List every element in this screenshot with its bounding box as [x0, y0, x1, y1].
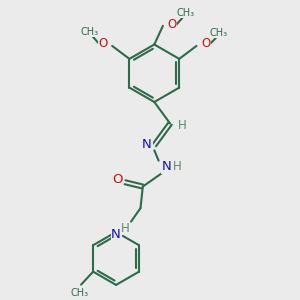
Text: N: N: [162, 160, 172, 173]
Text: O: O: [98, 37, 108, 50]
Text: N: N: [142, 138, 152, 151]
Text: CH₃: CH₃: [81, 26, 99, 37]
Text: CH₃: CH₃: [210, 28, 228, 38]
Text: O: O: [167, 18, 177, 31]
Text: H: H: [178, 118, 187, 131]
Text: N: N: [111, 227, 121, 241]
Text: H: H: [121, 222, 130, 235]
Text: CH₃: CH₃: [176, 8, 194, 18]
Text: CH₃: CH₃: [70, 288, 89, 298]
Text: H: H: [173, 160, 182, 173]
Text: O: O: [201, 37, 210, 50]
Text: O: O: [112, 173, 122, 186]
